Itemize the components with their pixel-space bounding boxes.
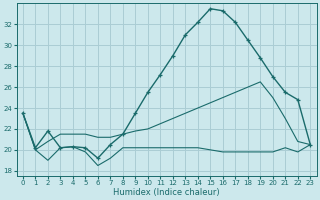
X-axis label: Humidex (Indice chaleur): Humidex (Indice chaleur)	[113, 188, 220, 197]
